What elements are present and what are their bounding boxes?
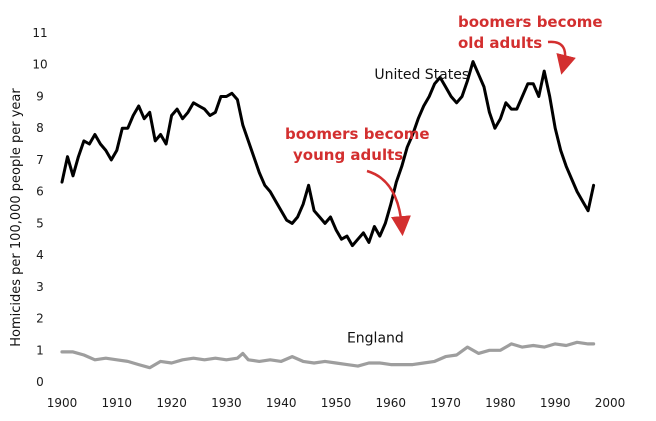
annotation-arrow — [547, 40, 576, 75]
series-labels: United States England — [347, 67, 469, 346]
x-tick-label: 1920 — [156, 396, 187, 410]
y-tick-label: 3 — [36, 280, 44, 294]
y-tick-label: 0 — [36, 375, 44, 389]
annotation-line: boomers become — [458, 13, 603, 31]
annotation-line: old adults — [458, 34, 542, 52]
series-label-england: England — [347, 330, 404, 346]
x-tick-label: 1910 — [102, 396, 133, 410]
series-line-united-states — [60, 60, 596, 248]
y-tick-label: 6 — [36, 185, 44, 199]
annotation-old-adults: boomers become old adults — [458, 13, 603, 75]
series-line-england — [60, 340, 596, 370]
y-tick-label: 11 — [32, 26, 47, 40]
x-tick-label: 1950 — [321, 396, 352, 410]
y-tick-label: 5 — [36, 216, 44, 230]
x-tick-label: 1940 — [266, 396, 297, 410]
x-tick-label: 1900 — [47, 396, 78, 410]
x-tick-label: 1960 — [376, 396, 407, 410]
y-tick-label: 7 — [36, 153, 44, 167]
y-tick-label: 10 — [32, 58, 47, 72]
x-axis-ticks: 1900 1910 1920 1930 1940 1950 1960 1970 1980 1990… — [47, 396, 626, 410]
annotation-young-adults: boomers become young adults — [285, 125, 430, 237]
x-tick-label: 1980 — [485, 396, 516, 410]
y-tick-label: 9 — [36, 89, 44, 103]
y-axis-title: Homicides per 100,000 people per year — [9, 88, 24, 347]
y-axis-ticks: 0 1 2 3 4 5 6 7 8 9 10 11 — [32, 26, 47, 389]
y-tick-label: 1 — [36, 343, 44, 357]
series-label-united-states: United States — [374, 67, 469, 83]
y-tick-label: 4 — [36, 248, 44, 262]
series-layer — [60, 60, 596, 370]
y-tick-label: 8 — [36, 121, 44, 135]
annotation-line: young adults — [293, 146, 403, 164]
annotation-arrow — [366, 169, 411, 237]
x-tick-label: 1970 — [430, 396, 461, 410]
x-tick-label: 1990 — [540, 396, 571, 410]
y-tick-label: 2 — [36, 312, 44, 326]
x-tick-label: 2000 — [595, 396, 626, 410]
annotation-line: boomers become — [285, 125, 430, 143]
x-tick-label: 1930 — [211, 396, 242, 410]
